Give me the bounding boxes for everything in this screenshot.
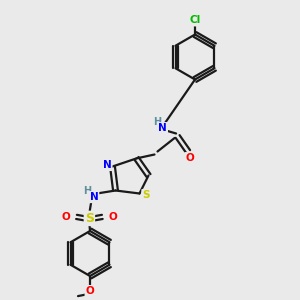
- Text: O: O: [61, 212, 70, 222]
- Text: N: N: [158, 123, 167, 133]
- Text: O: O: [185, 153, 194, 163]
- Text: N: N: [103, 160, 112, 170]
- Text: H: H: [153, 117, 161, 127]
- Text: S: S: [85, 212, 94, 225]
- Text: O: O: [85, 286, 94, 296]
- Text: O: O: [108, 212, 117, 222]
- Text: H: H: [83, 185, 91, 196]
- Text: S: S: [142, 190, 150, 200]
- Text: N: N: [89, 192, 98, 202]
- Text: Cl: Cl: [189, 15, 201, 26]
